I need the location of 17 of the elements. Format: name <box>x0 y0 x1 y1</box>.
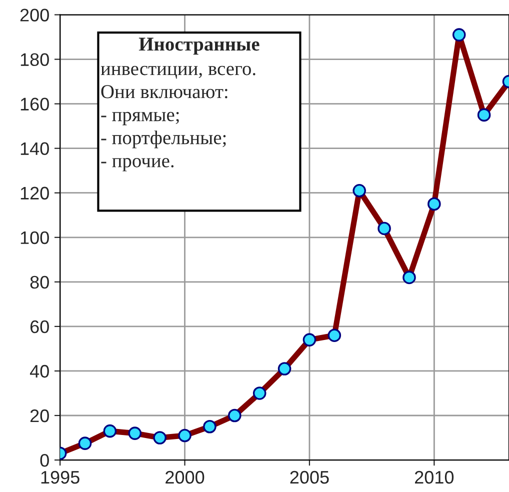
y-tick-label: 40 <box>30 364 49 378</box>
annotation: Иностранные <box>138 38 260 55</box>
y-tick-label: 60 <box>30 320 49 334</box>
y-tick-label: 140 <box>20 142 49 156</box>
x-tick-label: 2005 <box>290 470 329 484</box>
y-tick-label: 200 <box>20 8 49 22</box>
y-tick-label: 100 <box>20 231 49 244</box>
x-tick-label: 1995 <box>41 470 80 484</box>
y-tick-label: 180 <box>20 53 49 66</box>
x-tick-label: 2000 <box>166 470 204 484</box>
annotation: инвестиции, всего. Они включают: - прямые; - портфельные; - прочие. <box>100 66 256 172</box>
y-tick-label: 0 <box>40 454 49 467</box>
y-tick-label: 80 <box>30 276 49 289</box>
y-tick-label: 20 <box>30 409 49 422</box>
y-tick-label: 160 <box>20 98 49 111</box>
x-tick-label: 2010 <box>415 470 454 484</box>
y-tick-label: 120 <box>20 186 49 200</box>
